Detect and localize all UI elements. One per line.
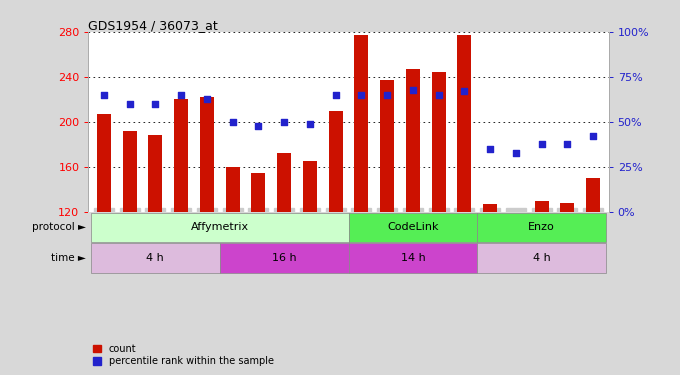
- Bar: [277, 153, 291, 212]
- Point: [356, 92, 367, 98]
- Bar: [380, 80, 394, 212]
- Text: time ►: time ►: [51, 253, 86, 263]
- Bar: [354, 35, 369, 212]
- Bar: [477, 213, 606, 242]
- Point: [381, 92, 392, 98]
- Point: [588, 134, 598, 140]
- Bar: [328, 111, 343, 212]
- Bar: [432, 72, 445, 212]
- Bar: [586, 178, 600, 212]
- Point: [175, 92, 186, 98]
- Point: [253, 123, 264, 129]
- Point: [433, 92, 444, 98]
- Point: [511, 150, 522, 156]
- Bar: [348, 213, 477, 242]
- Point: [459, 88, 470, 94]
- Point: [279, 119, 290, 125]
- Bar: [303, 161, 317, 212]
- Bar: [534, 201, 549, 212]
- Point: [537, 141, 547, 147]
- Bar: [406, 69, 420, 212]
- Point: [305, 121, 316, 127]
- Bar: [122, 131, 137, 212]
- Bar: [252, 172, 265, 212]
- Bar: [560, 203, 575, 212]
- Point: [330, 92, 341, 98]
- Point: [124, 101, 135, 107]
- Point: [201, 96, 212, 102]
- Text: Affymetrix: Affymetrix: [190, 222, 249, 232]
- Bar: [226, 167, 239, 212]
- Bar: [483, 204, 497, 212]
- Text: 4 h: 4 h: [146, 253, 165, 263]
- Point: [99, 92, 109, 98]
- Point: [150, 101, 160, 107]
- Text: CodeLink: CodeLink: [387, 222, 439, 232]
- Bar: [91, 213, 348, 242]
- Bar: [97, 114, 111, 212]
- Text: 4 h: 4 h: [532, 253, 551, 263]
- Bar: [220, 243, 348, 273]
- Bar: [200, 97, 214, 212]
- Point: [485, 146, 496, 152]
- Text: Enzo: Enzo: [528, 222, 555, 232]
- Text: GDS1954 / 36073_at: GDS1954 / 36073_at: [88, 19, 218, 32]
- Text: 16 h: 16 h: [272, 253, 296, 263]
- Text: protocol ►: protocol ►: [32, 222, 86, 232]
- Text: 14 h: 14 h: [401, 253, 425, 263]
- Point: [407, 87, 418, 93]
- Bar: [148, 135, 163, 212]
- Point: [562, 141, 573, 147]
- Point: [227, 119, 238, 125]
- Bar: [458, 35, 471, 212]
- Bar: [174, 99, 188, 212]
- Bar: [348, 243, 477, 273]
- Legend: count, percentile rank within the sample: count, percentile rank within the sample: [93, 344, 274, 366]
- Bar: [477, 243, 606, 273]
- Bar: [91, 243, 220, 273]
